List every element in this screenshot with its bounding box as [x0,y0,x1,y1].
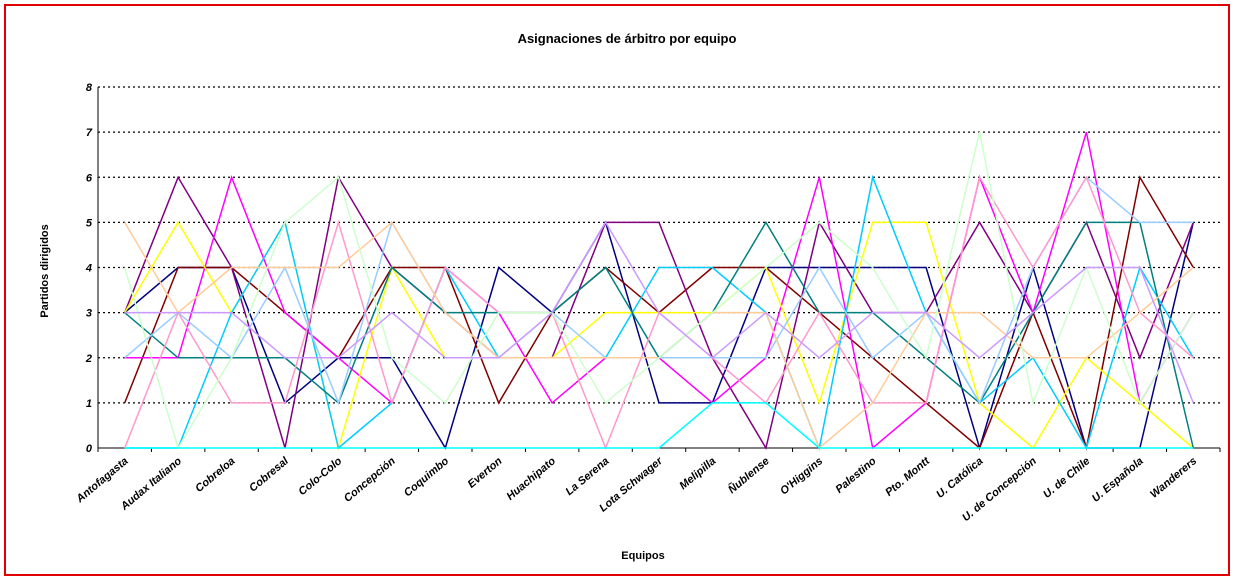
y-tick-label: 5 [86,217,93,229]
y-tick-label: 4 [85,263,92,275]
x-tick-label: Colo-Colo [296,455,344,498]
series-line-1 [124,220,1195,451]
x-tick-label: Wanderers [1148,455,1199,501]
series-line-10 [124,221,1194,450]
y-axis-title: Partidos dirigidos [39,224,51,318]
chart-frame: Asignaciones de árbitro por equipo 0 1 2 3 4… [4,4,1230,576]
y-tick-label: 8 [86,82,93,94]
series-line-11 [123,131,1194,450]
x-tick-label: Cobreloa [193,455,237,495]
y-tick-label: 3 [86,308,92,320]
y-tick-label: 0 [86,443,93,455]
x-tick-label: Melipilla [677,455,718,492]
x-tick-label: Ñublense [725,454,771,496]
line-chart: Asignaciones de árbitro por equipo 0 1 2 3 4… [39,31,1221,562]
x-tick-label: Huachipato [504,455,558,503]
y-tick-label: 7 [86,127,93,139]
series-line-8 [124,176,1194,406]
y-tick-label: 6 [86,172,93,184]
x-axis-title: Equipos [621,550,664,562]
series-line-13 [124,402,1194,449]
x-tick-label: O'Higgins [778,455,825,497]
x-tick-label: Pto. Montt [883,454,933,499]
x-tick-label: Everton [466,455,505,491]
x-tick-label: Palestino [833,455,878,496]
y-tick-label: 1 [86,398,92,410]
series-line-12 [124,220,1194,404]
y-tick-labels: 0 1 2 3 4 5 6 7 8 [85,82,93,455]
x-tick-label: U. Española [1090,455,1146,505]
x-tick-label: Cobresal [247,455,291,495]
x-tick-label: Concepción [342,455,398,505]
x-tick-label: Antofagasta [73,455,130,506]
x-tick-label: U. Católica [934,455,985,501]
series-line-5 [124,220,1194,451]
chart-title: Asignaciones de árbitro por equipo [518,31,737,46]
x-tick-label: U. de Chile [1041,455,1092,501]
series-line-7 [124,220,1195,449]
series-line-6 [124,174,1194,451]
series-lines [123,131,1195,451]
x-tick-label: Coquimbo [402,455,452,499]
x-tick-label: La Serena [563,455,611,498]
y-tick-label: 2 [85,353,92,365]
